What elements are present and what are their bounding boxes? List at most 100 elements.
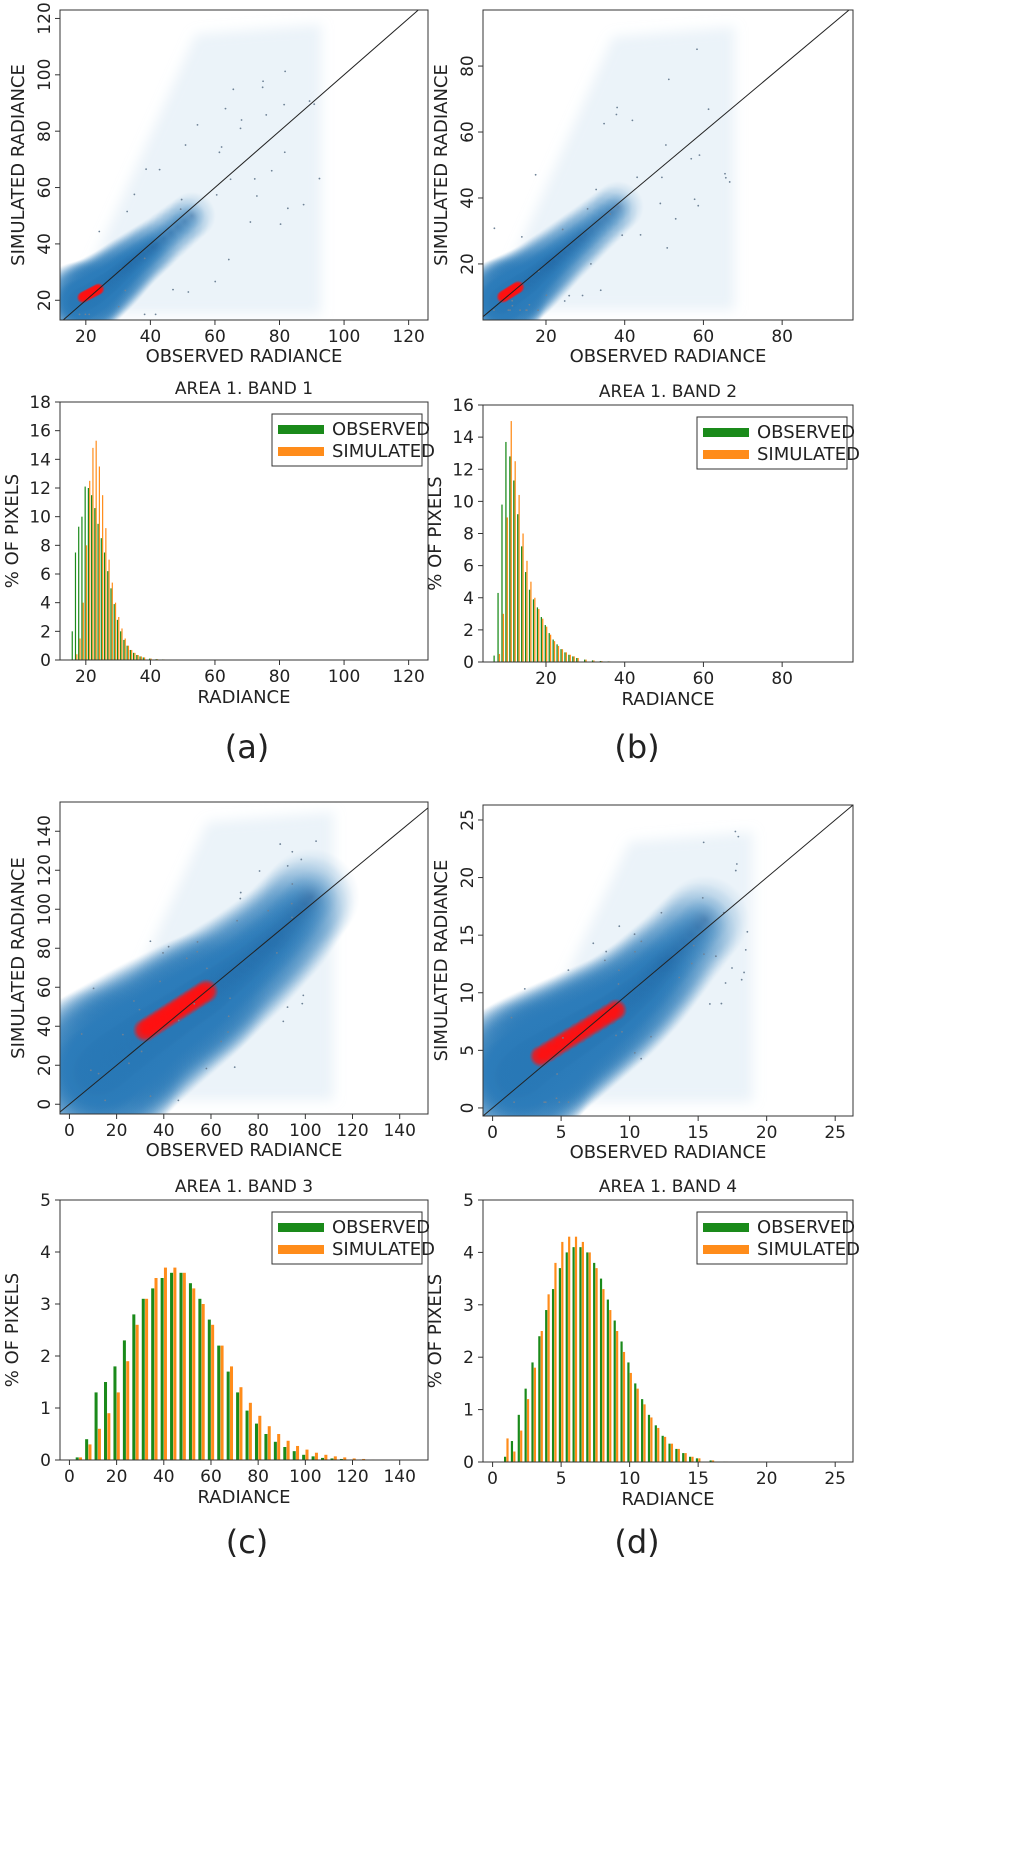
outlier-point (615, 113, 618, 116)
outlier-point (595, 188, 598, 191)
x-tick-label: 40 (153, 1467, 175, 1487)
outlier-point (276, 952, 278, 954)
outlier-point (267, 909, 270, 912)
outlier-point (740, 978, 743, 981)
x-tick-label: 140 (383, 1467, 415, 1487)
density-scatter: 0 5 10 15 20 25 0 5 10 15 20 25 OBSERVED RADIANCE SIM… (431, 804, 854, 1163)
x-tick-label: 0 (64, 1121, 75, 1141)
observed-bar (94, 1392, 98, 1460)
x-tick-label: 80 (269, 667, 291, 687)
outlier-point (98, 230, 101, 233)
observed-bar (501, 504, 503, 662)
legend-swatch-observed (703, 1223, 749, 1232)
outlier-point (737, 835, 740, 838)
simulated-bar (229, 1366, 234, 1460)
outlier-point (621, 1030, 623, 1033)
outlier-point (290, 902, 293, 905)
simulated-bar (352, 1458, 356, 1460)
y-tick-label: 14 (29, 450, 51, 470)
outlier-point (581, 294, 584, 297)
outlier-point (708, 1003, 711, 1005)
outlier-point (707, 108, 710, 111)
outlier-point (567, 969, 570, 972)
outlier-point (525, 309, 528, 312)
y-tick-label: 10 (29, 508, 51, 528)
plot-area (60, 10, 419, 320)
outlier-point (618, 925, 621, 928)
outlier-point (519, 309, 521, 312)
outlier-point (104, 1099, 107, 1102)
outlier-point (537, 309, 539, 312)
outlier-point (523, 987, 526, 990)
outlier-point (493, 227, 496, 230)
density-core (284, 870, 339, 924)
outlier-point (121, 1033, 124, 1036)
simulated-bar (173, 1267, 177, 1460)
outlier-point (659, 202, 662, 205)
outlier-point (678, 976, 681, 979)
y-tick-label: 3 (463, 1296, 474, 1316)
outlier-point (507, 309, 510, 312)
outlier-point (617, 983, 620, 985)
outlier-point (239, 897, 242, 900)
observed-bar (682, 1453, 685, 1462)
x-tick-label: 20 (756, 1469, 778, 1489)
simulated-bar (140, 656, 142, 660)
y-tick-label: 0 (35, 1099, 55, 1110)
outlier-point (586, 207, 589, 210)
y-tick-label: 40 (35, 1015, 55, 1037)
simulated-bar (554, 1262, 557, 1462)
y-tick-label: 14 (452, 428, 474, 448)
observed-bar (226, 1371, 230, 1460)
outlier-point (724, 982, 727, 984)
observed-bar (565, 1252, 568, 1462)
simulated-bar (107, 1413, 111, 1460)
observed-bar (606, 1299, 609, 1462)
outlier-point (615, 1034, 617, 1037)
observed-bar (572, 1247, 575, 1462)
simulated-bar (574, 1236, 578, 1462)
observed-bar (107, 571, 109, 660)
legend-box (271, 413, 423, 467)
outlier-point (636, 176, 639, 179)
x-axis-title: OBSERVED RADIANCE (146, 1140, 343, 1161)
outlier-point (545, 294, 548, 297)
histogram-frame (482, 1199, 854, 1463)
simulated-bar (711, 1460, 715, 1462)
observed-bar (139, 656, 141, 660)
outlier-point (80, 1033, 83, 1035)
observed-bar (536, 607, 539, 662)
observed-bar (509, 456, 511, 662)
observed-bar (493, 655, 495, 662)
outlier-point (84, 313, 87, 316)
outlier-point (133, 193, 136, 196)
x-axis-title: OBSERVED RADIANCE (570, 346, 767, 367)
outlier-point (196, 941, 199, 943)
y-tick-label: 80 (458, 55, 478, 77)
outlier-point (255, 195, 258, 197)
outlier-point (308, 100, 311, 102)
outlier-point (239, 127, 242, 130)
observed-bar (75, 1457, 79, 1460)
simulated-bar (135, 1324, 139, 1460)
outlier-point (634, 950, 636, 953)
x-tick-label: 40 (140, 667, 162, 687)
observed-bar (517, 1414, 520, 1462)
observed-bar (292, 1451, 296, 1460)
outlier-point (592, 942, 595, 945)
outlier-point (214, 280, 217, 283)
simulated-bar (362, 1458, 366, 1460)
y-tick-label: 60 (458, 121, 478, 143)
simulated-bar (192, 1288, 196, 1460)
y-tick-label: 6 (40, 565, 51, 585)
simulated-bar (76, 654, 78, 660)
outlier-point (143, 313, 146, 316)
outlier-point (177, 1019, 180, 1022)
outlier-point (734, 869, 737, 872)
outlier-point (220, 146, 223, 148)
observed-bar (538, 1336, 541, 1462)
simulated-bar (134, 652, 136, 660)
outlier-point (265, 114, 268, 116)
